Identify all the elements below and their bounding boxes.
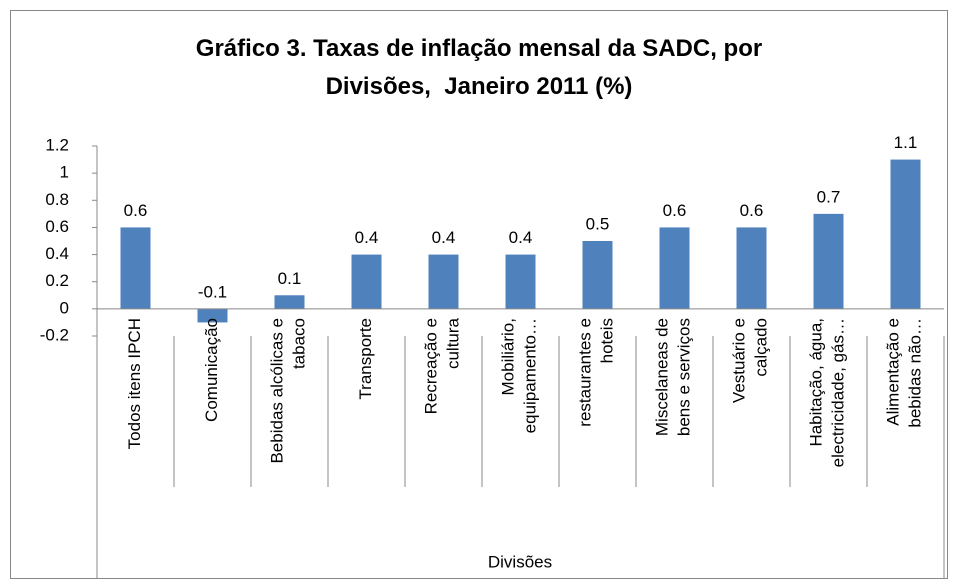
chart-border	[10, 10, 948, 579]
y-tick-label: 0.2	[45, 271, 69, 290]
data-label: 0.4	[355, 228, 379, 247]
x-tick-label: Habitação, água, electricidade, gás…	[807, 318, 848, 467]
y-tick-label: 0.6	[45, 217, 69, 236]
bar	[813, 213, 844, 309]
bar	[890, 159, 921, 309]
data-label: 0.4	[509, 228, 533, 247]
data-label: 1.1	[894, 133, 918, 152]
x-tick-label: Todos itens IPCH	[125, 318, 144, 449]
x-tick-label: Mobiliário, equipamento…	[499, 318, 540, 433]
bar	[197, 308, 228, 323]
chart-title: Gráfico 3. Taxas de inflação mensal da S…	[196, 35, 762, 100]
y-tick-label: -0.2	[40, 325, 69, 344]
x-tick-label: Transporte	[356, 318, 375, 400]
data-label: -0.1	[198, 282, 227, 301]
bar	[582, 241, 613, 309]
x-tick-label: Comunicação	[202, 318, 221, 422]
bar	[505, 254, 536, 309]
y-tick-label: 0.8	[45, 190, 69, 209]
x-tick-label: Bebidas alcólicas e tabaco	[268, 318, 309, 464]
x-tick-label: Alimentação e bebidas não…	[884, 318, 925, 428]
y-tick-label: 0.4	[45, 244, 69, 263]
x-axis-label: Divisões	[488, 552, 552, 571]
data-label: 0.6	[663, 201, 687, 220]
x-tick-label: Vestuário e calçado	[730, 318, 771, 403]
y-tick-label: 0	[60, 298, 69, 317]
y-tick-label: 1.2	[45, 135, 69, 154]
bar	[120, 227, 151, 309]
bar	[659, 227, 690, 309]
bar	[351, 254, 382, 309]
x-tick-label: Miscelaneas de bens e serviços	[653, 318, 694, 436]
bar	[736, 227, 767, 309]
bar	[274, 295, 305, 309]
data-label: 0.4	[432, 228, 456, 247]
x-tick-label: Recreação e cultura	[422, 317, 463, 414]
data-label: 0.1	[278, 269, 302, 288]
y-tick-label: 1	[60, 163, 69, 182]
x-tick-label: restaurantes e hoteis	[576, 318, 617, 427]
data-label: 0.6	[740, 201, 764, 220]
bar	[428, 254, 459, 309]
data-label: 0.5	[586, 214, 610, 233]
data-label: 0.6	[124, 201, 148, 220]
data-label: 0.7	[817, 187, 841, 206]
